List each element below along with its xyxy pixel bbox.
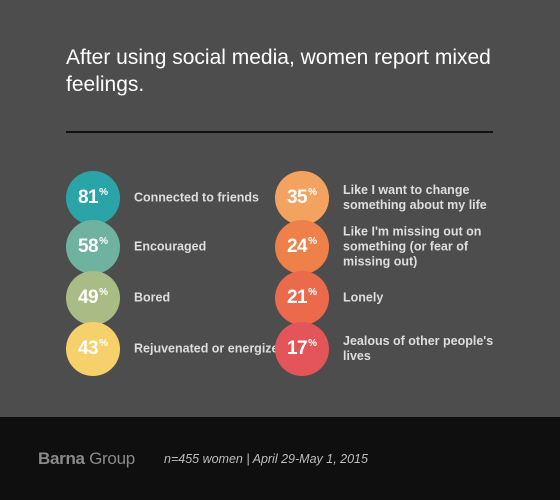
percent-sign: % <box>308 186 318 198</box>
chart-title: After using social media, women report m… <box>66 46 491 96</box>
stat-label: Like I'm missing out on something (or fe… <box>343 224 482 269</box>
stat-label: Encouraged <box>134 239 207 254</box>
percent-sign: % <box>308 235 318 247</box>
stat-circle: 24% <box>275 220 329 274</box>
stat-value: 21 <box>286 287 308 308</box>
stat-item: 81% Connected to friends <box>66 171 296 225</box>
stat-value: 24 <box>286 236 308 257</box>
title-divider <box>66 131 493 133</box>
stat-label: Jealous of other people's lives <box>343 334 494 363</box>
stat-value: 43 <box>77 338 99 359</box>
percent-sign: % <box>308 286 318 298</box>
stat-label: Lonely <box>343 290 384 305</box>
percent-sign: % <box>308 337 318 349</box>
stat-item: 21% Lonely <box>275 271 505 325</box>
stat-label: Connected to friends <box>134 190 260 205</box>
stat-value: 49 <box>77 287 99 308</box>
percent-sign: % <box>99 235 109 247</box>
stat-value: 17 <box>286 338 308 359</box>
stat-item: 24% Like I'm missing out on something (or… <box>275 220 505 274</box>
stat-grid: 81% Connected to friends 58% Encouraged 49% B… <box>66 171 505 376</box>
stat-value: 58 <box>77 236 99 257</box>
brand-name-light: Group <box>89 449 135 468</box>
stat-value: 81 <box>77 187 99 208</box>
stat-circle: 21% <box>275 271 329 325</box>
stat-item: 58% Encouraged <box>66 220 296 274</box>
percent-sign: % <box>99 286 109 298</box>
stat-label: Bored <box>134 290 171 305</box>
percent-sign: % <box>99 337 109 349</box>
footer: Barna Group n=455 women | April 29-May 1… <box>0 417 560 500</box>
brand-name-bold: Barna <box>38 449 85 468</box>
stat-value: 35 <box>286 187 308 208</box>
stat-circle: 17% <box>275 322 329 376</box>
stat-label: Rejuvenated or energized <box>134 341 287 356</box>
stat-item: 43% Rejuvenated or energized <box>66 322 296 376</box>
stat-item: 49% Bored <box>66 271 296 325</box>
stat-item: 35% Like I want to change something about… <box>275 171 505 225</box>
stat-circle: 35% <box>275 171 329 225</box>
stat-item: 17% Jealous of other people's lives <box>275 322 505 376</box>
source-note: n=455 women | April 29-May 1, 2015 <box>164 452 368 466</box>
stat-circle: 43% <box>66 322 120 376</box>
stat-label: Like I want to change something about my… <box>343 183 487 212</box>
stat-circle: 58% <box>66 220 120 274</box>
stat-circle: 81% <box>66 171 120 225</box>
stat-circle: 49% <box>66 271 120 325</box>
brand-logo: Barna Group <box>38 449 135 469</box>
percent-sign: % <box>99 186 109 198</box>
